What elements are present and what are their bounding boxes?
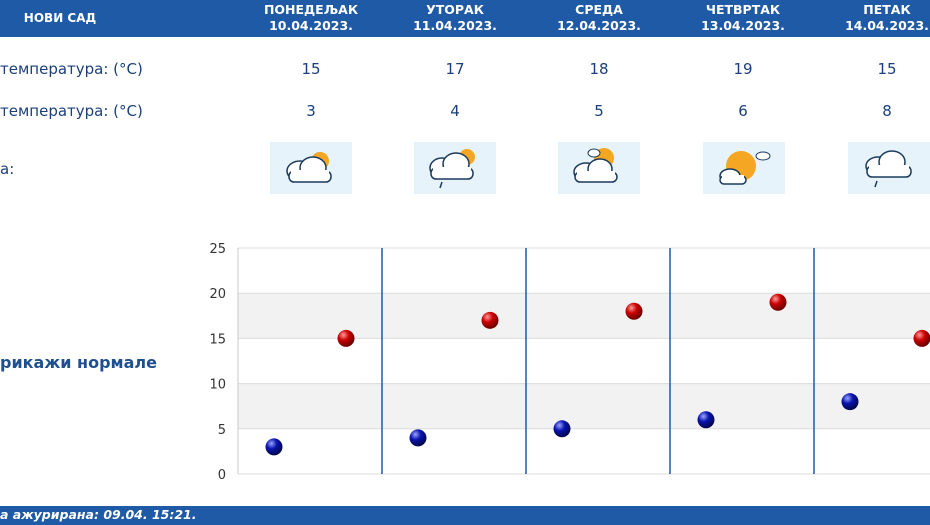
day-date: 13.04.2023. (701, 18, 785, 33)
day-date: 11.04.2023. (413, 18, 497, 33)
max-temp-point (481, 311, 499, 329)
last-updated-text: а ажурирана: 09.04. 15:21. (0, 507, 197, 522)
day-date: 10.04.2023. (269, 18, 353, 33)
max-temp-value: 19 (733, 60, 753, 78)
show-normals-link[interactable]: рикажи нормале (0, 353, 157, 372)
grid-band (238, 383, 930, 429)
y-tick-label: 5 (218, 423, 226, 438)
min-temp-value: 8 (882, 102, 892, 120)
day-name: УТОРАК (426, 2, 484, 17)
max-temp-point (913, 329, 930, 347)
day-header-1: ПОНЕДЕЉАК 10.04.2023. (239, 2, 383, 34)
grid-band (238, 248, 930, 294)
grid-band (238, 428, 930, 474)
y-tick-label: 0 (218, 468, 226, 483)
y-tick-label: 20 (209, 287, 226, 302)
day-header-4: ЧЕТВРТАК 13.04.2023. (671, 2, 815, 34)
max-temp-value: 17 (445, 60, 465, 78)
day-header-3: СРЕДА 12.04.2023. (527, 2, 671, 34)
min-temp-value: 3 (306, 102, 316, 120)
y-tick-label: 25 (209, 242, 226, 257)
day-name: ПЕТАК (863, 2, 911, 17)
partly-cloudy-icon (558, 142, 640, 194)
min-temp-point (553, 420, 571, 438)
city-name: НОВИ САД (23, 11, 97, 25)
min-temp-point (841, 393, 859, 411)
min-temp-point (697, 411, 715, 429)
min-temp-point (265, 438, 283, 456)
min-temp-value: 4 (450, 102, 460, 120)
min-temp-label: температура: (°C) (0, 102, 143, 120)
max-temp-label: температура: (°C) (0, 60, 143, 78)
max-temp-point (625, 302, 643, 320)
weather-label: а: (0, 160, 15, 178)
min-temp-value: 5 (594, 102, 604, 120)
cloud-drizzle-icon (848, 142, 930, 194)
day-date: 12.04.2023. (557, 18, 641, 33)
temperature-chart-svg: 0 5 10 15 20 25 (209, 242, 930, 483)
cloud-sun-drizzle-icon (414, 142, 496, 194)
day-name: ПОНЕДЕЉАК (263, 2, 359, 17)
min-temp-point (409, 429, 427, 447)
y-tick-label: 10 (209, 378, 226, 393)
max-temp-value: 18 (589, 60, 609, 78)
max-temp-value: 15 (301, 60, 321, 78)
min-temp-value: 6 (738, 102, 748, 120)
day-header-2: УТОРАК 11.04.2023. (383, 2, 527, 34)
max-temp-point (769, 293, 787, 311)
temperature-chart: 0 5 10 15 20 25 (0, 240, 930, 489)
max-temp-value: 15 (877, 60, 897, 78)
max-temp-point (337, 329, 355, 347)
day-name: СРЕДА (575, 2, 623, 17)
partly-cloudy-icon (270, 142, 352, 194)
footer-bar: а ажурирана: 09.04. 15:21. (0, 506, 930, 525)
y-tick-label: 15 (209, 332, 226, 347)
day-name: ЧЕТВРТАК (705, 2, 781, 17)
day-header-5: ПЕТАК 14.04.2023. (815, 2, 930, 34)
mostly-sunny-icon (703, 142, 785, 194)
header-bar (0, 0, 930, 37)
day-date: 14.04.2023. (845, 18, 929, 33)
